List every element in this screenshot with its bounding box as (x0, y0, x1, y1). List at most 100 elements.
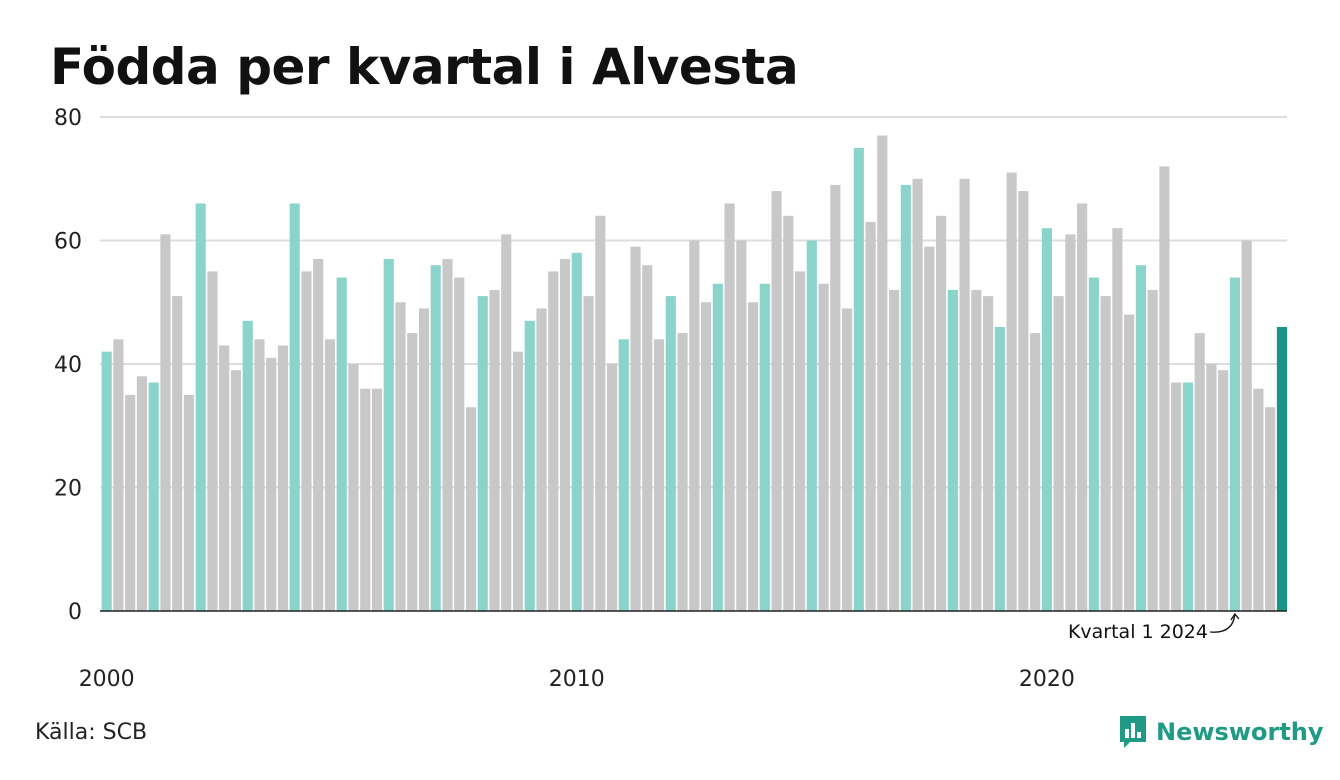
bar (489, 289, 500, 611)
bar (653, 339, 665, 611)
bar (700, 302, 712, 611)
bar (959, 178, 970, 611)
chart-title: Födda per kvartal i Alvesta (50, 38, 799, 96)
bar (1135, 265, 1146, 611)
bar (747, 302, 759, 611)
bar (818, 283, 829, 611)
bar (1265, 407, 1276, 611)
bar (1253, 388, 1264, 611)
bar (289, 203, 300, 611)
bar (1229, 277, 1240, 611)
bar (324, 339, 336, 611)
bar (842, 308, 853, 611)
bar (348, 364, 359, 611)
bar (947, 289, 958, 611)
bar (183, 394, 195, 612)
bar (254, 339, 265, 611)
bar (195, 203, 206, 611)
bar (313, 259, 324, 611)
bar (407, 333, 418, 612)
bar (430, 265, 441, 611)
bar (783, 215, 794, 612)
bar (1124, 314, 1135, 611)
bar (1241, 240, 1252, 611)
y-tick-label: 0 (68, 600, 82, 625)
bar (383, 259, 394, 611)
bar (1006, 172, 1017, 611)
y-tick-label: 80 (54, 106, 82, 131)
bar (1159, 166, 1170, 611)
bar (971, 289, 982, 611)
bar (524, 320, 535, 611)
bar (606, 364, 618, 611)
annotation-arrowhead (1230, 612, 1240, 621)
x-tick-label: 2000 (79, 667, 135, 692)
bar (395, 302, 406, 611)
bar (712, 283, 723, 611)
bar (512, 351, 524, 611)
bar (724, 203, 735, 611)
bar (1100, 296, 1111, 611)
x-tick-label: 2020 (1019, 667, 1075, 692)
bar (442, 259, 453, 611)
bar (418, 308, 430, 611)
bar (465, 407, 477, 611)
bar (759, 283, 770, 611)
bar (559, 259, 571, 611)
bar (230, 370, 242, 611)
bar (1041, 228, 1052, 611)
bar (595, 215, 606, 612)
bar (148, 382, 159, 611)
bar (266, 357, 277, 611)
bar (1065, 234, 1076, 611)
y-tick-label: 40 (54, 353, 82, 378)
bar (689, 240, 700, 611)
bar (736, 240, 747, 611)
chart-bubble-icon (1120, 716, 1146, 748)
axes: 0 20 40 60 80 2000 2010 2020 (54, 106, 1287, 692)
bar (1077, 203, 1088, 611)
bar (900, 184, 911, 612)
bar (301, 271, 312, 612)
bar (101, 351, 112, 611)
bar (630, 246, 641, 612)
bar (912, 178, 923, 611)
bar (806, 240, 817, 611)
bar (677, 333, 688, 612)
bar (172, 296, 183, 611)
logo-text: Newsworthy (1156, 718, 1324, 746)
bar (571, 252, 582, 611)
bar (360, 388, 371, 611)
newsworthy-logo: Newsworthy (1118, 714, 1324, 750)
bar (1053, 296, 1064, 611)
bar (125, 394, 136, 612)
bar (136, 376, 148, 611)
bar (1030, 333, 1041, 612)
bar (642, 265, 653, 611)
bar (1276, 326, 1287, 611)
bar (477, 296, 488, 611)
bar (454, 277, 465, 611)
bar (277, 345, 289, 611)
y-tick-label: 20 (54, 477, 82, 502)
bar (1194, 333, 1205, 612)
bar (1206, 364, 1217, 611)
bar (371, 388, 383, 611)
bar (924, 246, 935, 612)
bar (1147, 289, 1158, 611)
bar (113, 339, 124, 611)
bar (536, 308, 547, 611)
bar (771, 191, 782, 611)
y-tick-label: 60 (54, 230, 82, 255)
bar (1112, 228, 1123, 611)
bar (548, 271, 559, 612)
bar (889, 289, 900, 611)
bar (618, 339, 629, 611)
bar (1182, 382, 1193, 611)
bar (583, 296, 594, 611)
annotation: Kvartal 1 2024 (1068, 612, 1240, 643)
bar (1218, 370, 1229, 611)
bar (1088, 277, 1099, 611)
bar (160, 234, 171, 611)
